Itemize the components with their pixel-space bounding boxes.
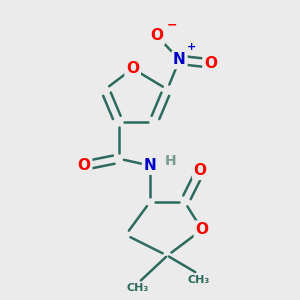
- Text: N: N: [144, 158, 156, 173]
- Text: N: N: [173, 52, 186, 68]
- Text: O: O: [150, 28, 164, 43]
- Text: −: −: [167, 19, 177, 32]
- Text: H: H: [164, 154, 176, 168]
- Text: CH₃: CH₃: [127, 284, 149, 293]
- Text: O: O: [78, 158, 91, 173]
- Text: CH₃: CH₃: [188, 275, 210, 285]
- Text: O: O: [194, 163, 207, 178]
- Text: O: O: [204, 56, 217, 71]
- Text: O: O: [126, 61, 139, 76]
- Text: +: +: [187, 42, 196, 52]
- Text: O: O: [196, 222, 208, 237]
